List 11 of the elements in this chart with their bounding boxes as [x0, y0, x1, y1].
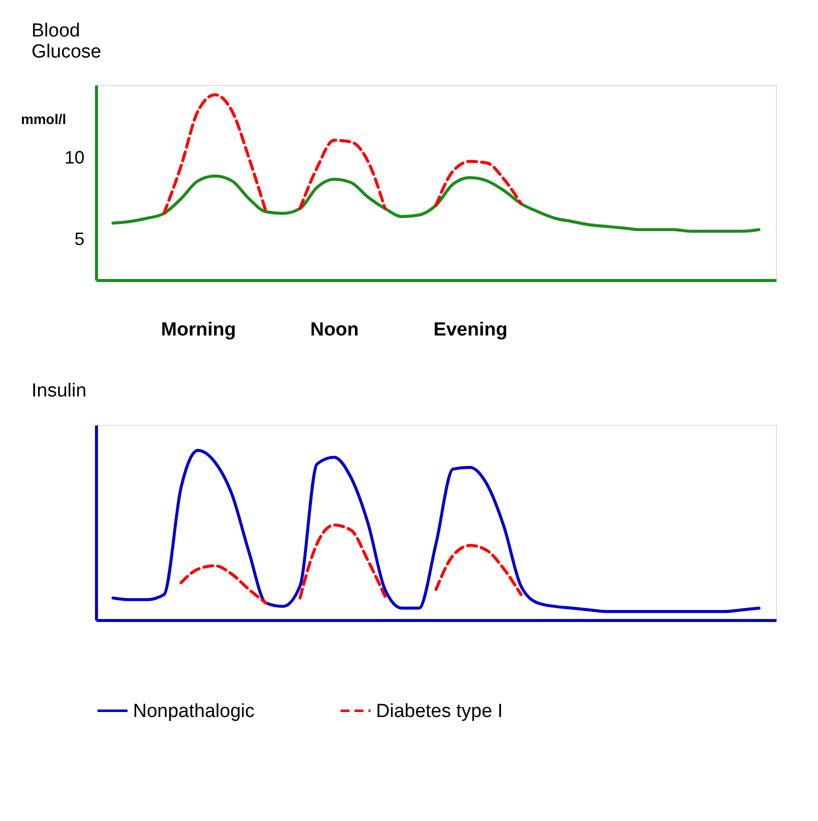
line-series [112, 174, 760, 233]
x-tick-label: Morning [161, 320, 236, 340]
x-tick-label: Evening [434, 320, 508, 340]
y-tick-label: 10 [64, 148, 84, 168]
y-tick-label: 5 [74, 228, 84, 249]
legend-label: Diabetes type I [376, 700, 503, 722]
y-axis-title: Insulin [32, 380, 86, 402]
text: mmol/l [21, 111, 66, 127]
legend-label: Nonpathalogic [133, 700, 254, 722]
x-tick-label: Noon [310, 320, 359, 340]
y-axis-title: Blood Glucose [32, 20, 102, 62]
